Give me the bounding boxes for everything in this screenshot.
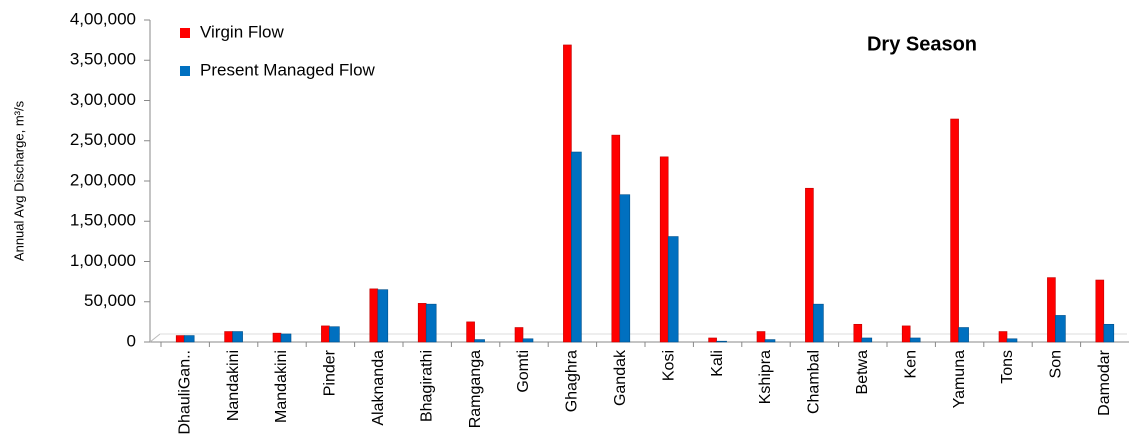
bar <box>1103 323 1115 343</box>
bar <box>425 303 437 343</box>
bar <box>329 326 340 343</box>
bar <box>958 327 969 343</box>
x-tick-label: Ramganga <box>467 350 484 428</box>
legend-label: Present Managed Flow <box>200 60 376 79</box>
bar <box>853 323 863 343</box>
y-axis-label: Annual Avg Discharge, m³/s <box>11 100 26 261</box>
bar <box>950 118 959 343</box>
bar <box>224 331 233 343</box>
y-tick-label: 2,00,000 <box>70 170 136 189</box>
x-tick-label: Damodar <box>1096 349 1113 415</box>
y-tick-label: 2,50,000 <box>70 130 136 149</box>
bar <box>611 134 621 343</box>
bar <box>514 327 524 343</box>
bar <box>619 194 631 343</box>
x-tick-label: Gomti <box>515 350 532 393</box>
bar <box>716 340 727 343</box>
bar <box>861 337 873 343</box>
x-tick-label: Ken <box>902 350 919 378</box>
bar <box>474 339 485 343</box>
bar <box>321 325 330 343</box>
bar <box>232 331 243 343</box>
x-tick-label: Alaknanda <box>370 350 387 426</box>
bar <box>708 337 717 343</box>
y-tick-label: 1,50,000 <box>70 211 136 230</box>
x-tick-label: Son <box>1048 350 1065 378</box>
x-tick-label: Gandak <box>612 349 629 406</box>
bar <box>369 288 379 343</box>
bar <box>563 44 572 343</box>
bar <box>764 339 776 343</box>
x-tick-label: Kshipra <box>757 350 774 404</box>
x-tick-label: Mandakini <box>273 350 290 423</box>
bar <box>909 337 921 343</box>
x-tick-label: Pinder <box>322 349 339 396</box>
bar <box>175 335 185 343</box>
annotation: Dry Season <box>867 33 977 55</box>
bar <box>659 156 669 343</box>
legend-swatch <box>180 66 190 76</box>
x-tick-label: Yamuna <box>951 350 968 409</box>
y-tick-label: 50,000 <box>84 291 136 310</box>
bar <box>280 333 292 343</box>
bar <box>901 325 911 343</box>
x-tick-label: Ghaghra <box>564 350 581 412</box>
bar <box>813 303 824 343</box>
x-tick-label: DhauliGan.. <box>176 350 193 435</box>
y-tick-label: 3,50,000 <box>70 50 136 69</box>
bar <box>1095 279 1105 343</box>
bar <box>998 331 1008 343</box>
legend-label: Virgin Flow <box>200 22 284 41</box>
y-tick-label: 3,00,000 <box>70 90 136 109</box>
bar <box>1055 315 1066 343</box>
y-tick-label: 0 <box>127 331 136 350</box>
bar <box>522 338 534 343</box>
x-tick-label: Tons <box>999 350 1016 384</box>
x-tick-label: Kosi <box>660 350 677 381</box>
y-tick-label: 4,00,000 <box>70 9 136 28</box>
bar <box>272 332 282 343</box>
floor-line <box>149 333 161 343</box>
x-tick-label: Chambal <box>806 350 823 414</box>
bar <box>183 335 195 343</box>
bar <box>466 321 475 343</box>
bar <box>805 187 814 343</box>
legend-swatch <box>180 28 190 38</box>
x-tick-label: Nandakini <box>225 350 242 421</box>
x-tick-label: Kali <box>709 350 726 377</box>
bar <box>417 303 427 343</box>
bar <box>571 151 582 343</box>
bar <box>1006 338 1018 343</box>
bar <box>756 331 766 343</box>
x-tick-label: Betwa <box>854 350 871 395</box>
bar <box>377 289 389 343</box>
bar <box>667 236 679 343</box>
x-tick-label: Bhagirathi <box>418 350 435 422</box>
y-tick-label: 1,00,000 <box>70 251 136 270</box>
bar <box>1047 277 1056 343</box>
